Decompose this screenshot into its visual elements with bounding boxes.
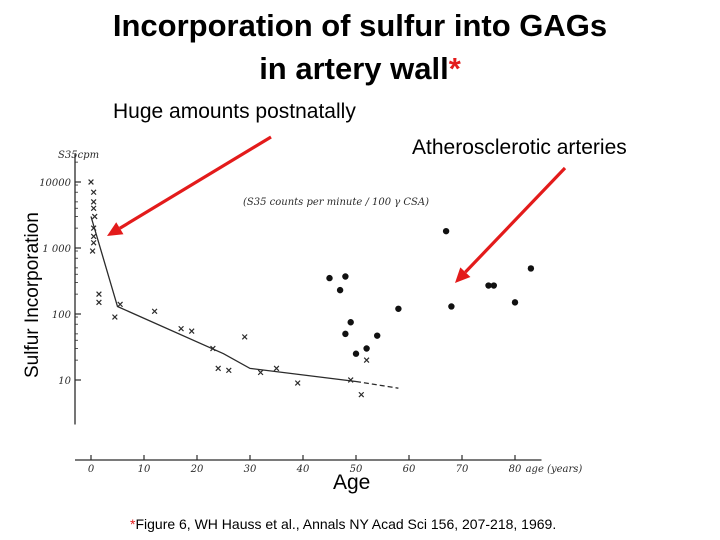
data-point-dot — [485, 282, 492, 289]
chart-axes: 10 100 1 000 10000 S35cpm 0 10 20 30 40 50 60 70 80 ag… — [39, 150, 582, 475]
data-point-cross — [294, 380, 301, 386]
x-tick-label: 40 — [296, 464, 310, 475]
data-point-cross — [225, 367, 232, 374]
data-point-dot — [511, 299, 519, 306]
data-point-cross — [363, 357, 370, 363]
data-point-dot — [527, 265, 535, 272]
reference-text: Figure 6, WH Hauss et al., Annals NY Aca… — [135, 516, 557, 532]
y-tick-label: 10 — [58, 376, 71, 387]
data-point-cross — [91, 213, 98, 220]
data-point-cross — [117, 301, 123, 308]
reference-asterisk: * — [130, 516, 136, 532]
trend-line-extension — [355, 380, 399, 389]
data-point-cross — [188, 328, 195, 334]
data-point-dot — [490, 282, 497, 289]
plot-caption: (S35 counts per minute / 100 γ CSA) — [243, 197, 429, 208]
data-point-cross — [273, 365, 280, 372]
data-point-cross — [96, 299, 102, 306]
y-axis-title: Sulfur Incorporation — [22, 212, 43, 378]
data-point-cross — [151, 308, 158, 315]
data-point-dot — [352, 350, 360, 357]
data-point-cross — [90, 199, 97, 205]
data-point-dot — [326, 274, 333, 282]
annotation-postnatal: Huge amounts postnatally — [113, 100, 356, 123]
data-point-dot — [347, 319, 354, 326]
red-arrows — [107, 135, 567, 283]
x-tick-label: 60 — [403, 464, 416, 475]
data-point-cross — [90, 239, 97, 246]
slide-title-line1: Incorporation of sulfur into GAGs — [0, 7, 720, 45]
data-point-dot — [342, 273, 349, 280]
title-line2-text: in artery wall — [259, 51, 449, 86]
x-tick-label: 10 — [138, 464, 151, 475]
chart-marks — [88, 179, 535, 398]
x-tick-label: 50 — [350, 464, 363, 475]
data-point-dot — [374, 332, 381, 339]
title-line1-text: Incorporation of sulfur into GAGs — [112, 8, 608, 43]
data-point-cross — [241, 334, 248, 340]
x-tick-label: 0 — [88, 464, 95, 475]
data-point-cross — [89, 248, 96, 254]
data-point-cross — [96, 291, 102, 297]
title-asterisk: * — [448, 51, 461, 86]
slide-title-line2: in artery wall* — [0, 50, 720, 88]
data-point-dot — [342, 330, 349, 338]
y-tick-label: 100 — [52, 310, 72, 321]
x-tick-label: 80 — [509, 464, 522, 475]
y-unit-label: S35cpm — [58, 150, 99, 161]
y-tick-label: 1 000 — [42, 244, 71, 255]
data-point-cross — [178, 325, 184, 332]
data-point-cross — [215, 365, 222, 372]
annotation-atherosclerotic: Atherosclerotic arteries — [412, 136, 627, 159]
data-point-cross — [358, 391, 365, 398]
data-point-cross — [88, 179, 94, 185]
arrow-postnatal — [107, 135, 272, 236]
data-point-dot — [442, 227, 450, 235]
trend-line — [90, 216, 357, 383]
data-point-cross — [112, 314, 118, 320]
data-point-cross — [90, 189, 97, 196]
x-tick-label: 70 — [456, 464, 469, 475]
data-point-dot — [336, 286, 344, 294]
data-point-dot — [395, 305, 402, 312]
data-point-cross — [90, 205, 97, 212]
y-tick-label: 10000 — [39, 178, 71, 189]
data-point-cross — [257, 369, 264, 376]
x-axis-title: Age — [333, 471, 371, 494]
data-point-dot — [363, 345, 370, 352]
x-tick-label: 20 — [190, 464, 204, 475]
x-tick-label: 30 — [244, 464, 257, 475]
arrow-atherosclerotic — [455, 166, 567, 283]
x-unit-label: age (years) — [526, 464, 583, 475]
data-point-dot — [448, 303, 455, 310]
figure-reference: *Figure 6, WH Hauss et al., Annals NY Ac… — [130, 516, 556, 532]
data-point-cross — [90, 233, 97, 240]
